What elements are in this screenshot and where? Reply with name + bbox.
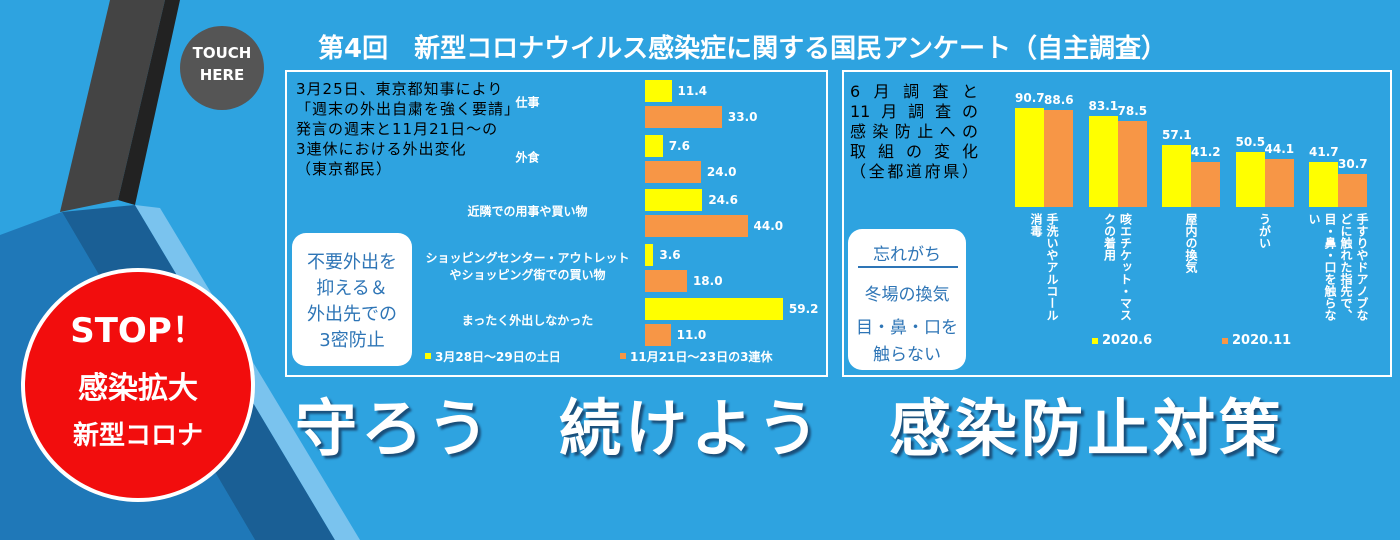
bar [645,215,748,237]
category-label: まったく外出しなかった [461,313,594,328]
bar [1264,158,1294,207]
category-label: 外食 [515,150,540,164]
category-label: 咳エチケット・マスクの着用 [1102,213,1133,321]
note: （全都道府県） [850,162,978,181]
bar [1338,173,1367,207]
category-label: 近隣での用事や買い物 [467,204,588,219]
value-label: 88.6 [1044,93,1074,108]
shape [60,0,165,212]
category-label: うがい [1257,213,1272,249]
shape [118,0,180,205]
note: 発言の週末と11月21日～の [296,120,499,138]
legend-label: 2020.6 [1102,333,1153,348]
panel-border [285,70,828,377]
legend-marker [1222,338,1228,344]
badge-text: STOP！ [70,311,206,351]
value-label: 41.7 [1309,144,1339,159]
bar [645,160,701,183]
note: 「週末の外出自粛を強く要請」 [296,100,521,118]
bar [1015,108,1044,207]
legend-marker [1092,338,1098,344]
bar [1235,151,1265,207]
value-label: 24.0 [706,164,737,179]
value-label: 44.0 [753,219,784,233]
touch-label[interactable]: HERE [199,66,245,84]
value-label: 59.2 [788,302,819,316]
panel-border [842,70,1392,377]
touch-label[interactable]: TOUCH [192,44,252,62]
category-label: 手すりやドアノブなどに触れた指先で、目・鼻・口を触らない [1307,213,1369,321]
bar [1162,144,1191,207]
value-label: 33.0 [727,110,758,124]
bar [645,134,663,157]
note: 6月調査と [850,82,978,101]
value-label: 57.1 [1162,127,1192,142]
value-label: 44.1 [1264,141,1295,156]
badge-text: 感染拡大 [78,371,198,406]
callout-bg [292,233,412,366]
callout-text: 目・鼻・口を [856,318,958,338]
bar [1309,161,1338,207]
value-label: 18.0 [692,273,723,288]
category-label: 仕事 [515,95,540,110]
note: 11月調査の [850,102,978,121]
value-label: 41.2 [1191,145,1221,160]
value-label: 83.1 [1088,99,1119,114]
bar [645,269,687,292]
note: 3連休における外出変化 [296,140,467,158]
note: 3月25日、東京都知事により [296,80,504,98]
value-label: 7.6 [668,138,690,153]
callout-text: 外出先での [307,304,397,325]
callout-text: 3密防止 [319,330,385,351]
bar [1117,121,1147,207]
bar [645,324,671,346]
bar [1191,162,1220,207]
bar [645,189,703,211]
slogan: 守ろう 続けよう 感染防止対策 [295,392,1286,465]
bar [645,106,722,128]
legend-marker [620,353,626,359]
bar [1044,110,1073,207]
note: 感染防止への [850,122,978,141]
callout-text: 忘れがち [873,245,941,265]
touch-button-bg [180,26,264,110]
legend-label: 3月28日～29日の土日 [435,350,561,364]
value-label: 11.4 [677,84,708,98]
title: 第4回 新型コロナウイルス感染症に関する国民アンケート（自主調査） [318,34,1168,64]
callout-bg [848,229,966,370]
value-label: 78.5 [1117,104,1148,119]
value-label: 50.5 [1235,134,1266,149]
note: （東京都民） [296,160,393,178]
callout-text: 冬場の換気 [864,285,950,305]
stop-badge-bg [21,268,255,502]
category-label: ショッピングセンター・アウトレットやショッピング街での買い物 [425,250,630,282]
bar [1088,116,1118,207]
category-label: 屋内の換気 [1184,213,1198,273]
bar [645,298,783,320]
note: 取組の変化 [850,142,978,161]
badge-text: 新型コロナ [72,421,203,451]
value-label: 11.0 [676,328,707,342]
legend-label: 11月21日～23日の3連休 [630,350,773,364]
legend-marker [425,353,431,359]
category-label: 手洗いやアルコール消毒 [1029,213,1059,321]
bar [645,243,654,266]
callout-text: 触らない [873,345,941,365]
value-label: 24.6 [708,193,738,207]
value-label: 30.7 [1338,156,1368,171]
callout-text: 不要外出を [307,252,397,273]
callout-text: 抑える＆ [316,278,388,299]
legend-label: 2020.11 [1232,333,1292,348]
bar [645,80,672,102]
value-label: 3.6 [659,247,681,262]
value-label: 90.7 [1015,91,1045,106]
